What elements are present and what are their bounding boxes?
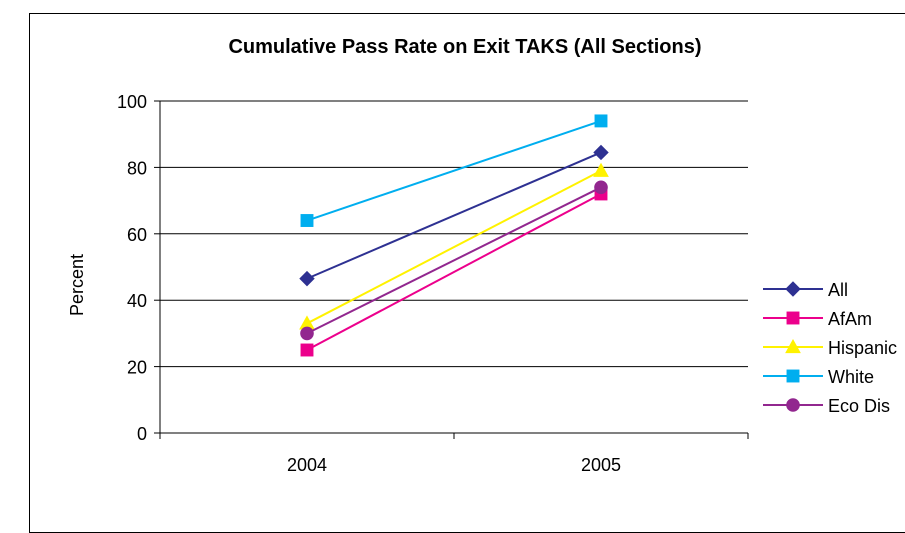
- series-afam: [300, 187, 608, 357]
- data-point: [785, 338, 801, 354]
- y-tick-label: 80: [127, 158, 147, 178]
- legend-label: Hispanic: [828, 338, 897, 358]
- series-group: [299, 114, 609, 357]
- data-point: [594, 180, 608, 195]
- data-point: [300, 326, 314, 341]
- legend-label: White: [828, 367, 874, 387]
- data-point: [300, 214, 314, 227]
- y-axis-label: Percent: [67, 254, 87, 316]
- series-white: [300, 114, 608, 227]
- y-tick-label: 20: [127, 358, 147, 378]
- data-point: [786, 311, 800, 325]
- series-line: [306, 169, 602, 325]
- legend: All AfAm Hispanic White Eco Dis: [763, 280, 897, 416]
- legend-item: All: [763, 280, 848, 300]
- line-chart: Cumulative Pass Rate on Exit TAKS (All S…: [67, 36, 897, 475]
- series-line: [306, 151, 602, 280]
- legend-label: Eco Dis: [828, 396, 890, 416]
- data-point: [300, 343, 314, 357]
- x-tick-label: 2005: [581, 455, 621, 475]
- series-line: [306, 119, 602, 222]
- legend-label: AfAm: [828, 309, 872, 329]
- series-line: [306, 193, 602, 351]
- y-tick-label: 60: [127, 225, 147, 245]
- legend-item: AfAm: [763, 309, 872, 329]
- data-point: [299, 270, 315, 287]
- y-tick-label: 0: [137, 424, 147, 444]
- chart-title: Cumulative Pass Rate on Exit TAKS (All S…: [228, 36, 701, 58]
- data-point: [593, 144, 609, 161]
- legend-item: White: [763, 367, 874, 387]
- data-point: [786, 369, 800, 383]
- data-point: [785, 281, 801, 297]
- series-all: [299, 144, 609, 287]
- axes: 0 20 40 60 80 100 2004 2005: [117, 92, 749, 475]
- data-point: [786, 398, 800, 412]
- series-line: [306, 186, 602, 335]
- y-tick-label: 40: [127, 291, 147, 311]
- y-tick-label: 100: [117, 92, 147, 112]
- legend-label: All: [828, 280, 848, 300]
- data-point: [594, 114, 608, 128]
- series-hispanic: [299, 162, 609, 330]
- legend-item: Hispanic: [763, 338, 897, 358]
- data-point: [593, 162, 609, 177]
- series-eco-dis: [300, 180, 608, 341]
- legend-item: Eco Dis: [763, 396, 890, 416]
- chart-frame: [29, 13, 905, 533]
- x-tick-label: 2004: [287, 455, 327, 475]
- grid-lines: [160, 100, 748, 368]
